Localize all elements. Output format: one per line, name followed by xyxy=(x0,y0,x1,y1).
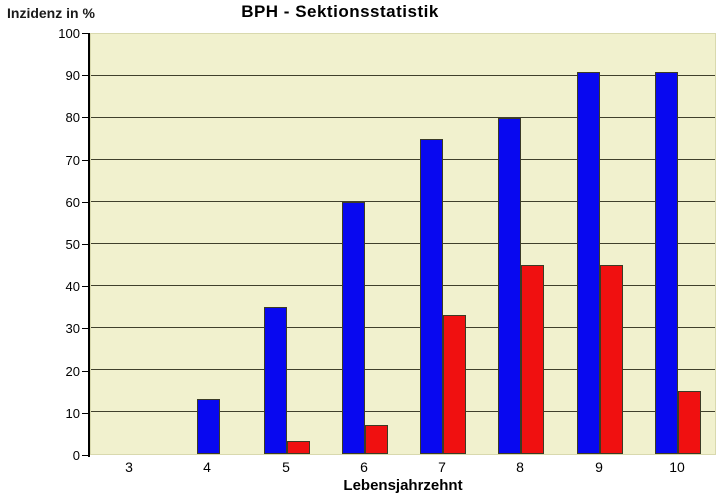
y-axis-tick-90 xyxy=(82,75,88,76)
category-slot-5 xyxy=(248,34,326,454)
red-series-bar-7 xyxy=(443,315,467,454)
blue-series-bar-9 xyxy=(576,71,600,454)
red-series-bar-9 xyxy=(599,265,623,454)
y-axis-title: Inzidenz in % xyxy=(7,5,95,21)
plot-area xyxy=(90,33,716,455)
red-series-bar-6 xyxy=(364,424,388,454)
y-tick-label-10: 10 xyxy=(65,406,80,421)
gridline-50 xyxy=(91,243,715,244)
y-tick-label-40: 40 xyxy=(65,279,80,294)
y-tick-label-20: 20 xyxy=(65,364,80,379)
y-axis-tick-40 xyxy=(82,286,88,287)
y-axis-tick-0 xyxy=(82,455,88,456)
y-tick-label-0: 0 xyxy=(72,448,80,463)
y-axis-tick-50 xyxy=(82,244,88,245)
x-tick-label-10: 10 xyxy=(669,459,685,475)
gridline-30 xyxy=(91,327,715,328)
y-tick-label-30: 30 xyxy=(65,321,80,336)
x-tick-label-3: 3 xyxy=(125,459,133,475)
gridline-60 xyxy=(91,201,715,202)
x-tick-label-7: 7 xyxy=(438,459,446,475)
category-slot-9 xyxy=(561,34,639,454)
category-slot-4 xyxy=(169,34,247,454)
y-tick-label-90: 90 xyxy=(65,68,80,83)
y-tick-label-60: 60 xyxy=(65,195,80,210)
y-axis-line xyxy=(88,33,90,457)
y-axis-tick-20 xyxy=(82,371,88,372)
category-slot-3 xyxy=(91,34,169,454)
category-slot-8 xyxy=(482,34,560,454)
gridline-20 xyxy=(91,369,715,370)
red-series-bar-10 xyxy=(677,391,701,454)
y-axis-tick-80 xyxy=(82,117,88,118)
y-tick-label-70: 70 xyxy=(65,153,80,168)
red-series-bar-5 xyxy=(286,441,310,454)
y-axis-tick-60 xyxy=(82,202,88,203)
y-axis-tick-10 xyxy=(82,413,88,414)
blue-series-bar-10 xyxy=(654,71,678,454)
blue-series-bar-4 xyxy=(196,399,220,454)
x-axis-title: Lebensjahrzehnt xyxy=(343,477,463,494)
category-slot-10 xyxy=(639,34,717,454)
y-axis-tick-30 xyxy=(82,328,88,329)
blue-series-bar-6 xyxy=(341,202,365,454)
red-series-bar-8 xyxy=(521,265,545,454)
y-axis-tick-70 xyxy=(82,160,88,161)
blue-series-bar-7 xyxy=(420,139,444,454)
y-tick-label-80: 80 xyxy=(65,110,80,125)
x-tick-label-8: 8 xyxy=(516,459,524,475)
category-slot-6 xyxy=(326,34,404,454)
gridline-40 xyxy=(91,285,715,286)
x-tick-label-6: 6 xyxy=(360,459,368,475)
blue-series-bar-8 xyxy=(498,118,522,454)
x-tick-label-4: 4 xyxy=(203,459,211,475)
x-tick-label-9: 9 xyxy=(595,459,603,475)
y-axis-tick-100 xyxy=(82,33,88,34)
category-slot-7 xyxy=(404,34,482,454)
blue-series-bar-5 xyxy=(263,307,287,454)
gridline-10 xyxy=(91,411,715,412)
y-tick-label-50: 50 xyxy=(65,237,80,252)
y-tick-label-100: 100 xyxy=(58,26,80,41)
x-tick-label-5: 5 xyxy=(282,459,290,475)
gridline-70 xyxy=(91,159,715,160)
gridline-90 xyxy=(91,75,715,76)
chart-title: BPH - Sektionsstatistik xyxy=(241,2,439,21)
gridline-80 xyxy=(91,117,715,118)
